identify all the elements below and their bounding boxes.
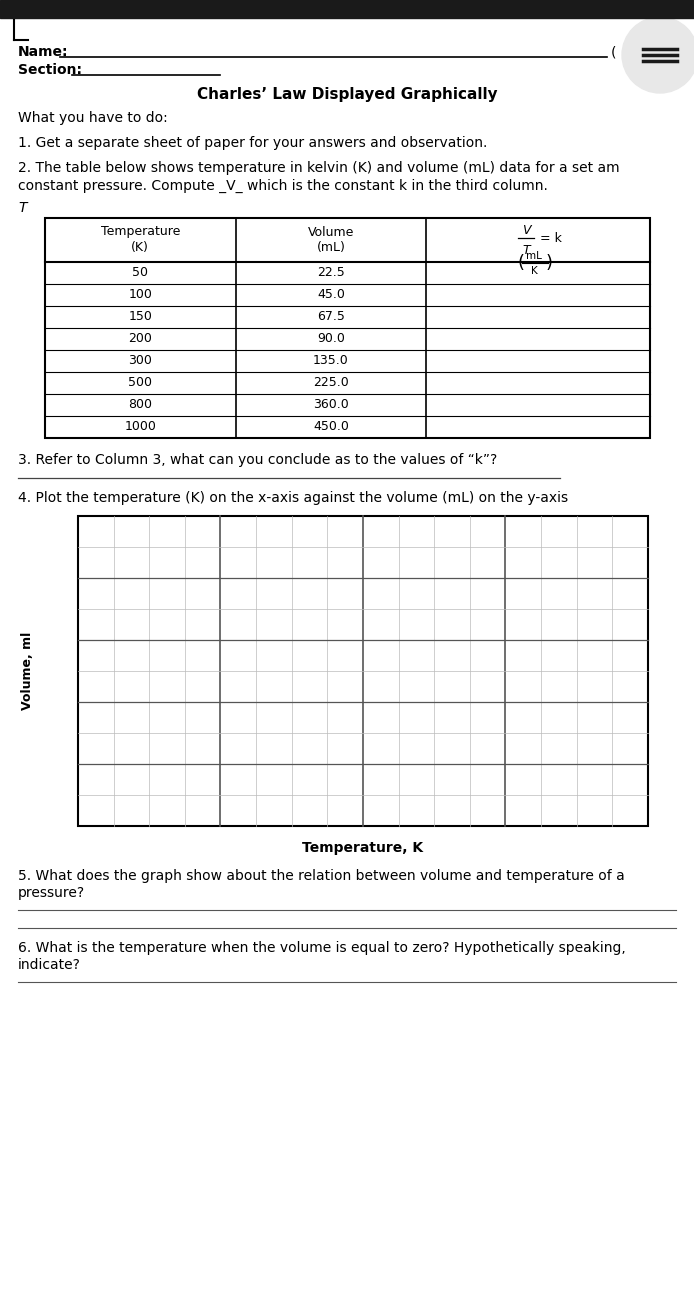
Text: constant pressure. Compute _V_ which is the constant k in the third column.: constant pressure. Compute _V_ which is … xyxy=(18,179,548,193)
Text: 225.0: 225.0 xyxy=(313,377,349,390)
Text: 100: 100 xyxy=(128,289,152,302)
Text: 360.0: 360.0 xyxy=(313,399,349,412)
Text: 50: 50 xyxy=(133,267,149,280)
Text: What you have to do:: What you have to do: xyxy=(18,111,168,125)
Text: 4. Plot the temperature (K) on the x-axis against the volume (mL) on the y-axis: 4. Plot the temperature (K) on the x-axi… xyxy=(18,491,568,504)
Text: Section:: Section: xyxy=(18,63,82,77)
Text: 300: 300 xyxy=(128,355,152,368)
Text: K: K xyxy=(531,266,537,276)
Text: 5. What does the graph show about the relation between volume and temperature of: 5. What does the graph show about the re… xyxy=(18,869,625,882)
Text: Volume: Volume xyxy=(307,226,354,239)
Bar xyxy=(78,516,648,826)
Text: 45.0: 45.0 xyxy=(317,289,345,302)
Text: 200: 200 xyxy=(128,333,152,346)
Text: 22.5: 22.5 xyxy=(317,267,345,280)
Text: Temperature: Temperature xyxy=(101,226,180,239)
Text: = k: = k xyxy=(536,231,562,245)
Circle shape xyxy=(622,17,694,93)
Text: T: T xyxy=(523,244,530,257)
Text: (: ( xyxy=(611,45,616,59)
Text: V: V xyxy=(522,223,530,236)
Text: (mL): (mL) xyxy=(316,241,346,254)
Text: pressure?: pressure? xyxy=(18,886,85,900)
Text: 90.0: 90.0 xyxy=(317,333,345,346)
Text: 67.5: 67.5 xyxy=(317,311,345,324)
Text: 2. The table below shows temperature in kelvin (K) and volume (mL) data for a se: 2. The table below shows temperature in … xyxy=(18,161,620,175)
Text: Name:: Name: xyxy=(18,45,69,59)
Text: Volume, ml: Volume, ml xyxy=(22,632,35,710)
Text: ): ) xyxy=(545,254,552,272)
Text: 800: 800 xyxy=(128,399,152,412)
Text: 1. Get a separate sheet of paper for your answers and observation.: 1. Get a separate sheet of paper for you… xyxy=(18,135,487,150)
Text: indicate?: indicate? xyxy=(18,958,81,971)
Text: mL: mL xyxy=(526,252,542,261)
Bar xyxy=(0,0,694,18)
Text: 6. What is the temperature when the volume is equal to zero? Hypothetically spea: 6. What is the temperature when the volu… xyxy=(18,940,626,955)
Text: Charles’ Law Displayed Graphically: Charles’ Law Displayed Graphically xyxy=(196,88,498,102)
Text: Temperature, K: Temperature, K xyxy=(303,841,423,855)
Bar xyxy=(45,218,650,439)
Text: 500: 500 xyxy=(128,377,152,390)
Text: T: T xyxy=(18,201,26,215)
Text: (: ( xyxy=(518,254,525,272)
Text: 135.0: 135.0 xyxy=(313,355,349,368)
Text: (K): (K) xyxy=(131,241,149,254)
Text: 450.0: 450.0 xyxy=(313,421,349,433)
Text: 1000: 1000 xyxy=(124,421,156,433)
Text: 3. Refer to Column 3, what can you conclude as to the values of “k”?: 3. Refer to Column 3, what can you concl… xyxy=(18,453,497,467)
Text: 150: 150 xyxy=(128,311,152,324)
